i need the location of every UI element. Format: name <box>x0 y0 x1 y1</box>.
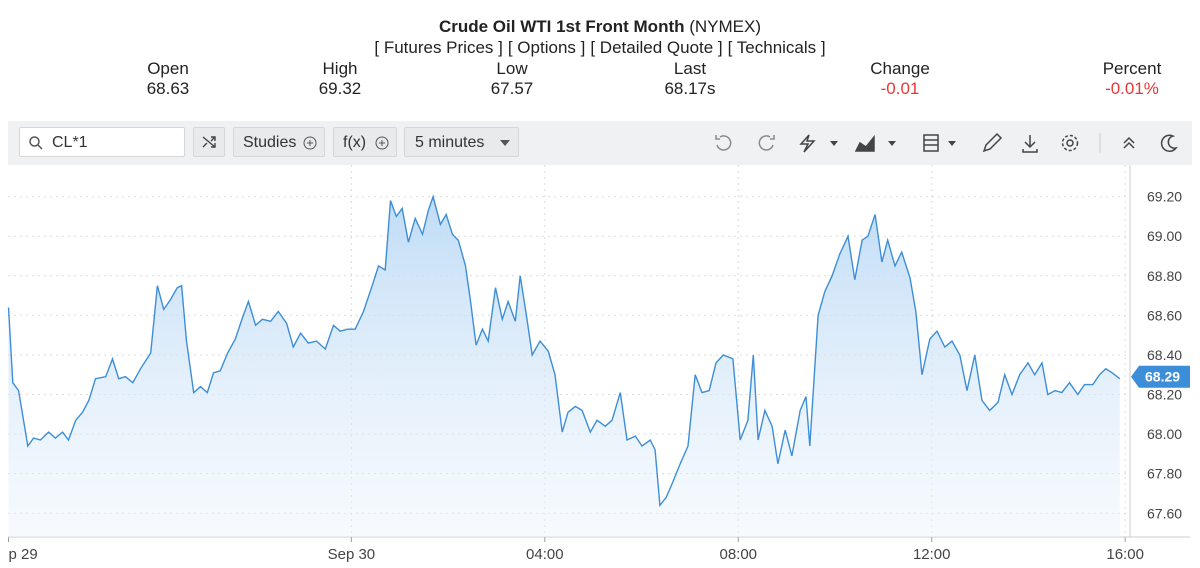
stat-value: -0.01% <box>1105 79 1159 98</box>
flash-icon[interactable] <box>799 134 816 153</box>
settings-icon[interactable] <box>1066 139 1074 147</box>
x-tick-label: 16:00 <box>1106 546 1144 563</box>
y-tick-label: 67.80 <box>1147 466 1182 482</box>
chart-type-icon[interactable] <box>854 134 875 152</box>
stat-value: 67.57 <box>490 79 534 98</box>
fx-label: f(x) <box>343 134 367 151</box>
stat-value: 68.63 <box>146 79 190 98</box>
quote-link[interactable]: [ Futures Prices ] <box>374 38 503 57</box>
quote-stat: Open 68.63 <box>88 59 248 99</box>
last-price-badge <box>1131 365 1190 388</box>
stat-value: 69.32 <box>318 79 362 98</box>
compare-button[interactable] <box>193 127 225 157</box>
x-tick-label: Sep 30 <box>328 546 376 563</box>
interval-select[interactable]: 5 minutes <box>404 127 519 157</box>
quote-link[interactable]: [ Detailed Quote ] <box>590 38 723 57</box>
quote-stat: Last 68.17s <box>610 59 770 99</box>
theme-icon[interactable] <box>1160 134 1178 152</box>
interval-label: 5 minutes <box>415 134 485 151</box>
draw-icon[interactable] <box>982 132 1003 153</box>
collapse-icon[interactable] <box>1123 136 1135 149</box>
y-tick-label: 68.00 <box>1147 426 1182 442</box>
search-icon <box>29 136 43 150</box>
stat-label: Low <box>496 59 528 78</box>
caret <box>500 140 510 146</box>
quote-stat: High 69.32 <box>260 59 420 99</box>
stat-label: Change <box>870 59 930 78</box>
x-tick-label: 04:00 <box>526 546 564 563</box>
quote-stat: Low 67.57 <box>432 59 592 99</box>
plus-icon <box>375 136 389 150</box>
undo-icon[interactable] <box>715 135 732 151</box>
exchange: (NYMEX) <box>689 17 762 36</box>
title: Crude Oil WTI 1st Front Month <box>438 17 685 36</box>
y-tick-label: 68.80 <box>1147 268 1182 284</box>
quote-link[interactable]: [ Options ] <box>507 38 586 57</box>
symbol-search[interactable]: CL*1 <box>19 127 185 157</box>
y-tick-label: 69.00 <box>1147 228 1182 244</box>
redo-icon[interactable] <box>758 135 775 151</box>
y-tick-label: 68.40 <box>1147 347 1182 363</box>
stat-value: 68.17s <box>664 79 716 98</box>
last-price-label: 68.29 <box>1145 369 1180 385</box>
quote-title: Crude Oil WTI 1st Front Month (NYMEX) <box>0 17 1200 37</box>
chart-toolbar: CL*1 Studies f(x) 5 minutes <box>8 121 1192 165</box>
quote-stat: Change -0.01 <box>820 59 980 99</box>
y-tick-label: 67.60 <box>1147 505 1182 521</box>
stat-label: High <box>322 59 358 78</box>
studies-label: Studies <box>243 134 297 151</box>
price-line <box>7 194 1121 508</box>
quote-link[interactable]: [ Technicals ] <box>727 38 826 57</box>
price-area <box>8 196 1120 537</box>
stat-label: Open <box>147 59 189 78</box>
download-icon[interactable] <box>1022 135 1038 153</box>
x-tick-label: 08:00 <box>719 546 757 563</box>
fx-button[interactable]: f(x) <box>333 127 397 157</box>
x-tick-label: 12:00 <box>913 546 951 563</box>
y-tick-label: 68.20 <box>1147 387 1182 403</box>
stat-label: Percent <box>1102 59 1162 78</box>
quote-stat: Percent -0.01% <box>1052 59 1200 99</box>
y-tick-label: 68.60 <box>1147 307 1182 323</box>
x-tick-label: p 29 <box>8 546 37 563</box>
layout-icon[interactable] <box>923 134 939 152</box>
studies-button[interactable]: Studies <box>233 127 325 157</box>
quote-links: [ Futures Prices ][ Options ][ Detailed … <box>0 38 1200 58</box>
toolbar-icons[interactable] <box>708 129 1188 157</box>
plus-icon <box>303 136 317 150</box>
stat-value: -0.01 <box>880 79 920 98</box>
stat-label: Last <box>673 59 707 78</box>
y-tick-label: 69.20 <box>1147 189 1182 205</box>
compare-icon <box>202 136 216 148</box>
